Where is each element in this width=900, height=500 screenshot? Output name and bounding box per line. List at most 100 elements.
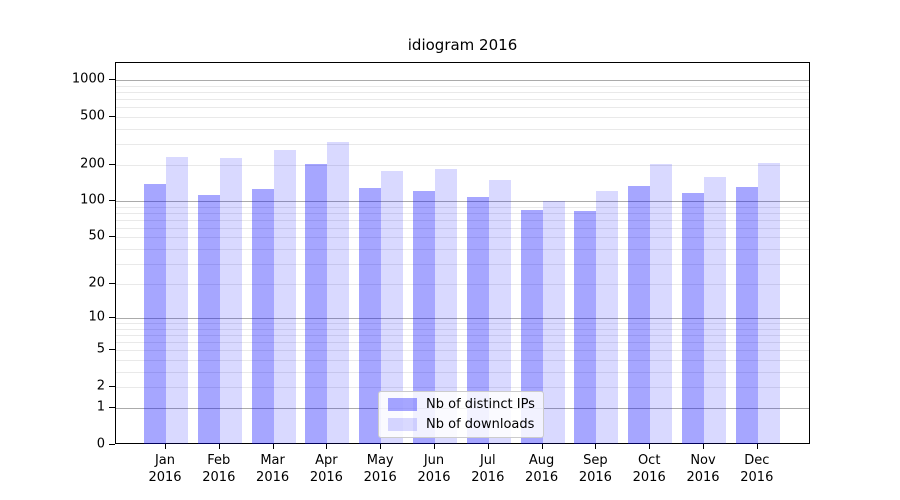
bar-downloads: [435, 169, 457, 444]
bar-downloads: [219, 158, 242, 444]
grid-line-minor: [116, 227, 809, 229]
y-axis-tick-label: 100: [80, 192, 105, 208]
grid-line-minor: [116, 263, 809, 265]
legend-item-downloads: Nb of downloads: [388, 417, 534, 432]
x-axis-tick-mark: [541, 444, 543, 449]
legend-swatch-distinct-ips: [388, 398, 417, 411]
bar-distinct-ips: [197, 195, 220, 444]
grid-line-minor: [116, 329, 809, 330]
bar-downloads: [327, 141, 350, 444]
bar-downloads: [757, 163, 780, 444]
chart-title: idiogram 2016: [407, 36, 518, 54]
grid-line-minor: [116, 219, 809, 221]
y-axis-tick-mark: [109, 283, 115, 285]
x-axis-tick-label: Apr 2016: [309, 453, 343, 485]
x-axis-tick-label: Jul 2016: [471, 453, 505, 485]
grid-line-major: [116, 318, 809, 320]
grid-line-minor: [116, 143, 809, 145]
grid-line-major: [116, 80, 809, 82]
grid-line-minor: [116, 85, 809, 87]
x-axis-tick-mark: [595, 444, 597, 449]
y-axis-tick-label: 0: [96, 436, 105, 452]
bar-distinct-ips: [144, 184, 166, 444]
bar-downloads: [596, 190, 619, 444]
x-axis-tick-mark: [165, 444, 166, 449]
grid-line-minor: [116, 165, 809, 166]
y-axis-tick-label: 1000: [71, 71, 105, 87]
bar-distinct-ips: [251, 189, 274, 444]
bar-distinct-ips: [682, 192, 704, 444]
legend-label-downloads: Nb of downloads: [426, 417, 535, 432]
grid-line-minor: [116, 350, 809, 352]
grid-line-minor: [116, 213, 809, 214]
y-axis-tick-mark: [109, 236, 115, 238]
bar-distinct-ips: [520, 209, 543, 444]
grid-line-major: [116, 201, 809, 203]
grid-line-minor: [116, 99, 809, 100]
y-axis-tick-mark: [109, 444, 115, 445]
grid-line-minor: [116, 323, 809, 325]
bar-distinct-ips: [305, 164, 328, 444]
y-axis-tick-mark: [109, 115, 115, 117]
y-axis-tick-label: 2: [96, 378, 105, 394]
grid-line-minor: [116, 107, 809, 109]
y-axis-tick-label: 5: [96, 341, 105, 357]
bar-distinct-ips: [466, 196, 489, 444]
grid-line-minor: [116, 335, 809, 337]
grid-line-minor: [116, 284, 809, 286]
y-axis-tick-mark: [109, 349, 115, 351]
x-axis-tick-mark: [326, 444, 328, 449]
x-axis-tick-label: Jun 2016: [417, 453, 451, 485]
x-axis-tick-label: Sep 2016: [578, 453, 612, 485]
bar-distinct-ips: [413, 190, 435, 444]
x-axis-tick-label: May 2016: [363, 453, 397, 485]
x-axis-tick-label: Oct 2016: [632, 453, 666, 485]
bar-distinct-ips: [574, 211, 597, 444]
grid-line-minor: [116, 360, 809, 361]
y-axis-tick-label: 10: [88, 309, 105, 325]
bar-downloads: [542, 201, 565, 444]
y-axis-tick-mark: [109, 407, 115, 409]
legend-swatch-downloads: [388, 418, 417, 431]
y-axis-tick-mark: [109, 317, 115, 319]
grid-line-minor: [116, 248, 809, 250]
grid-line-minor: [116, 237, 809, 239]
bar-downloads: [650, 164, 673, 444]
x-axis-tick-mark: [703, 444, 704, 449]
y-axis-tick-mark: [109, 79, 115, 81]
grid-line-minor: [116, 128, 809, 130]
legend-label-distinct-ips: Nb of distinct IPs: [426, 397, 535, 412]
bar-downloads: [166, 156, 188, 444]
bar-distinct-ips: [628, 185, 651, 444]
plot-area: [115, 62, 810, 444]
x-axis-tick-label: Feb 2016: [202, 453, 236, 485]
x-axis-tick-label: Nov 2016: [686, 453, 720, 485]
y-axis-tick-mark: [109, 200, 115, 202]
x-axis-tick-mark: [218, 444, 220, 449]
y-axis-tick-label: 200: [80, 156, 105, 172]
x-axis-tick-label: Jan 2016: [148, 453, 182, 485]
x-axis-tick-mark: [487, 444, 489, 449]
bar-downloads: [381, 171, 404, 444]
grid-line-minor: [116, 92, 809, 93]
bar-downloads: [273, 150, 296, 444]
grid-line-minor: [116, 387, 809, 388]
y-axis-tick-mark: [109, 386, 115, 387]
y-axis-tick-label: 1: [96, 399, 105, 415]
bar-distinct-ips: [735, 187, 758, 444]
grid-line-minor: [116, 206, 809, 208]
x-axis-tick-label: Mar 2016: [256, 453, 290, 485]
y-axis-tick-label: 50: [88, 228, 105, 244]
x-axis-tick-mark: [756, 444, 758, 449]
legend: Nb of distinct IPs Nb of downloads: [378, 391, 544, 438]
x-axis-tick-mark: [272, 444, 274, 449]
bar-distinct-ips: [359, 187, 382, 444]
legend-item-distinct-ips: Nb of distinct IPs: [388, 397, 535, 412]
grid-line-minor: [116, 116, 809, 118]
grid-line-minor: [116, 342, 809, 344]
x-axis-tick-mark: [649, 444, 651, 449]
x-axis-tick-mark: [380, 444, 382, 449]
y-axis-tick-label: 500: [80, 108, 105, 124]
bar-downloads: [488, 180, 511, 444]
